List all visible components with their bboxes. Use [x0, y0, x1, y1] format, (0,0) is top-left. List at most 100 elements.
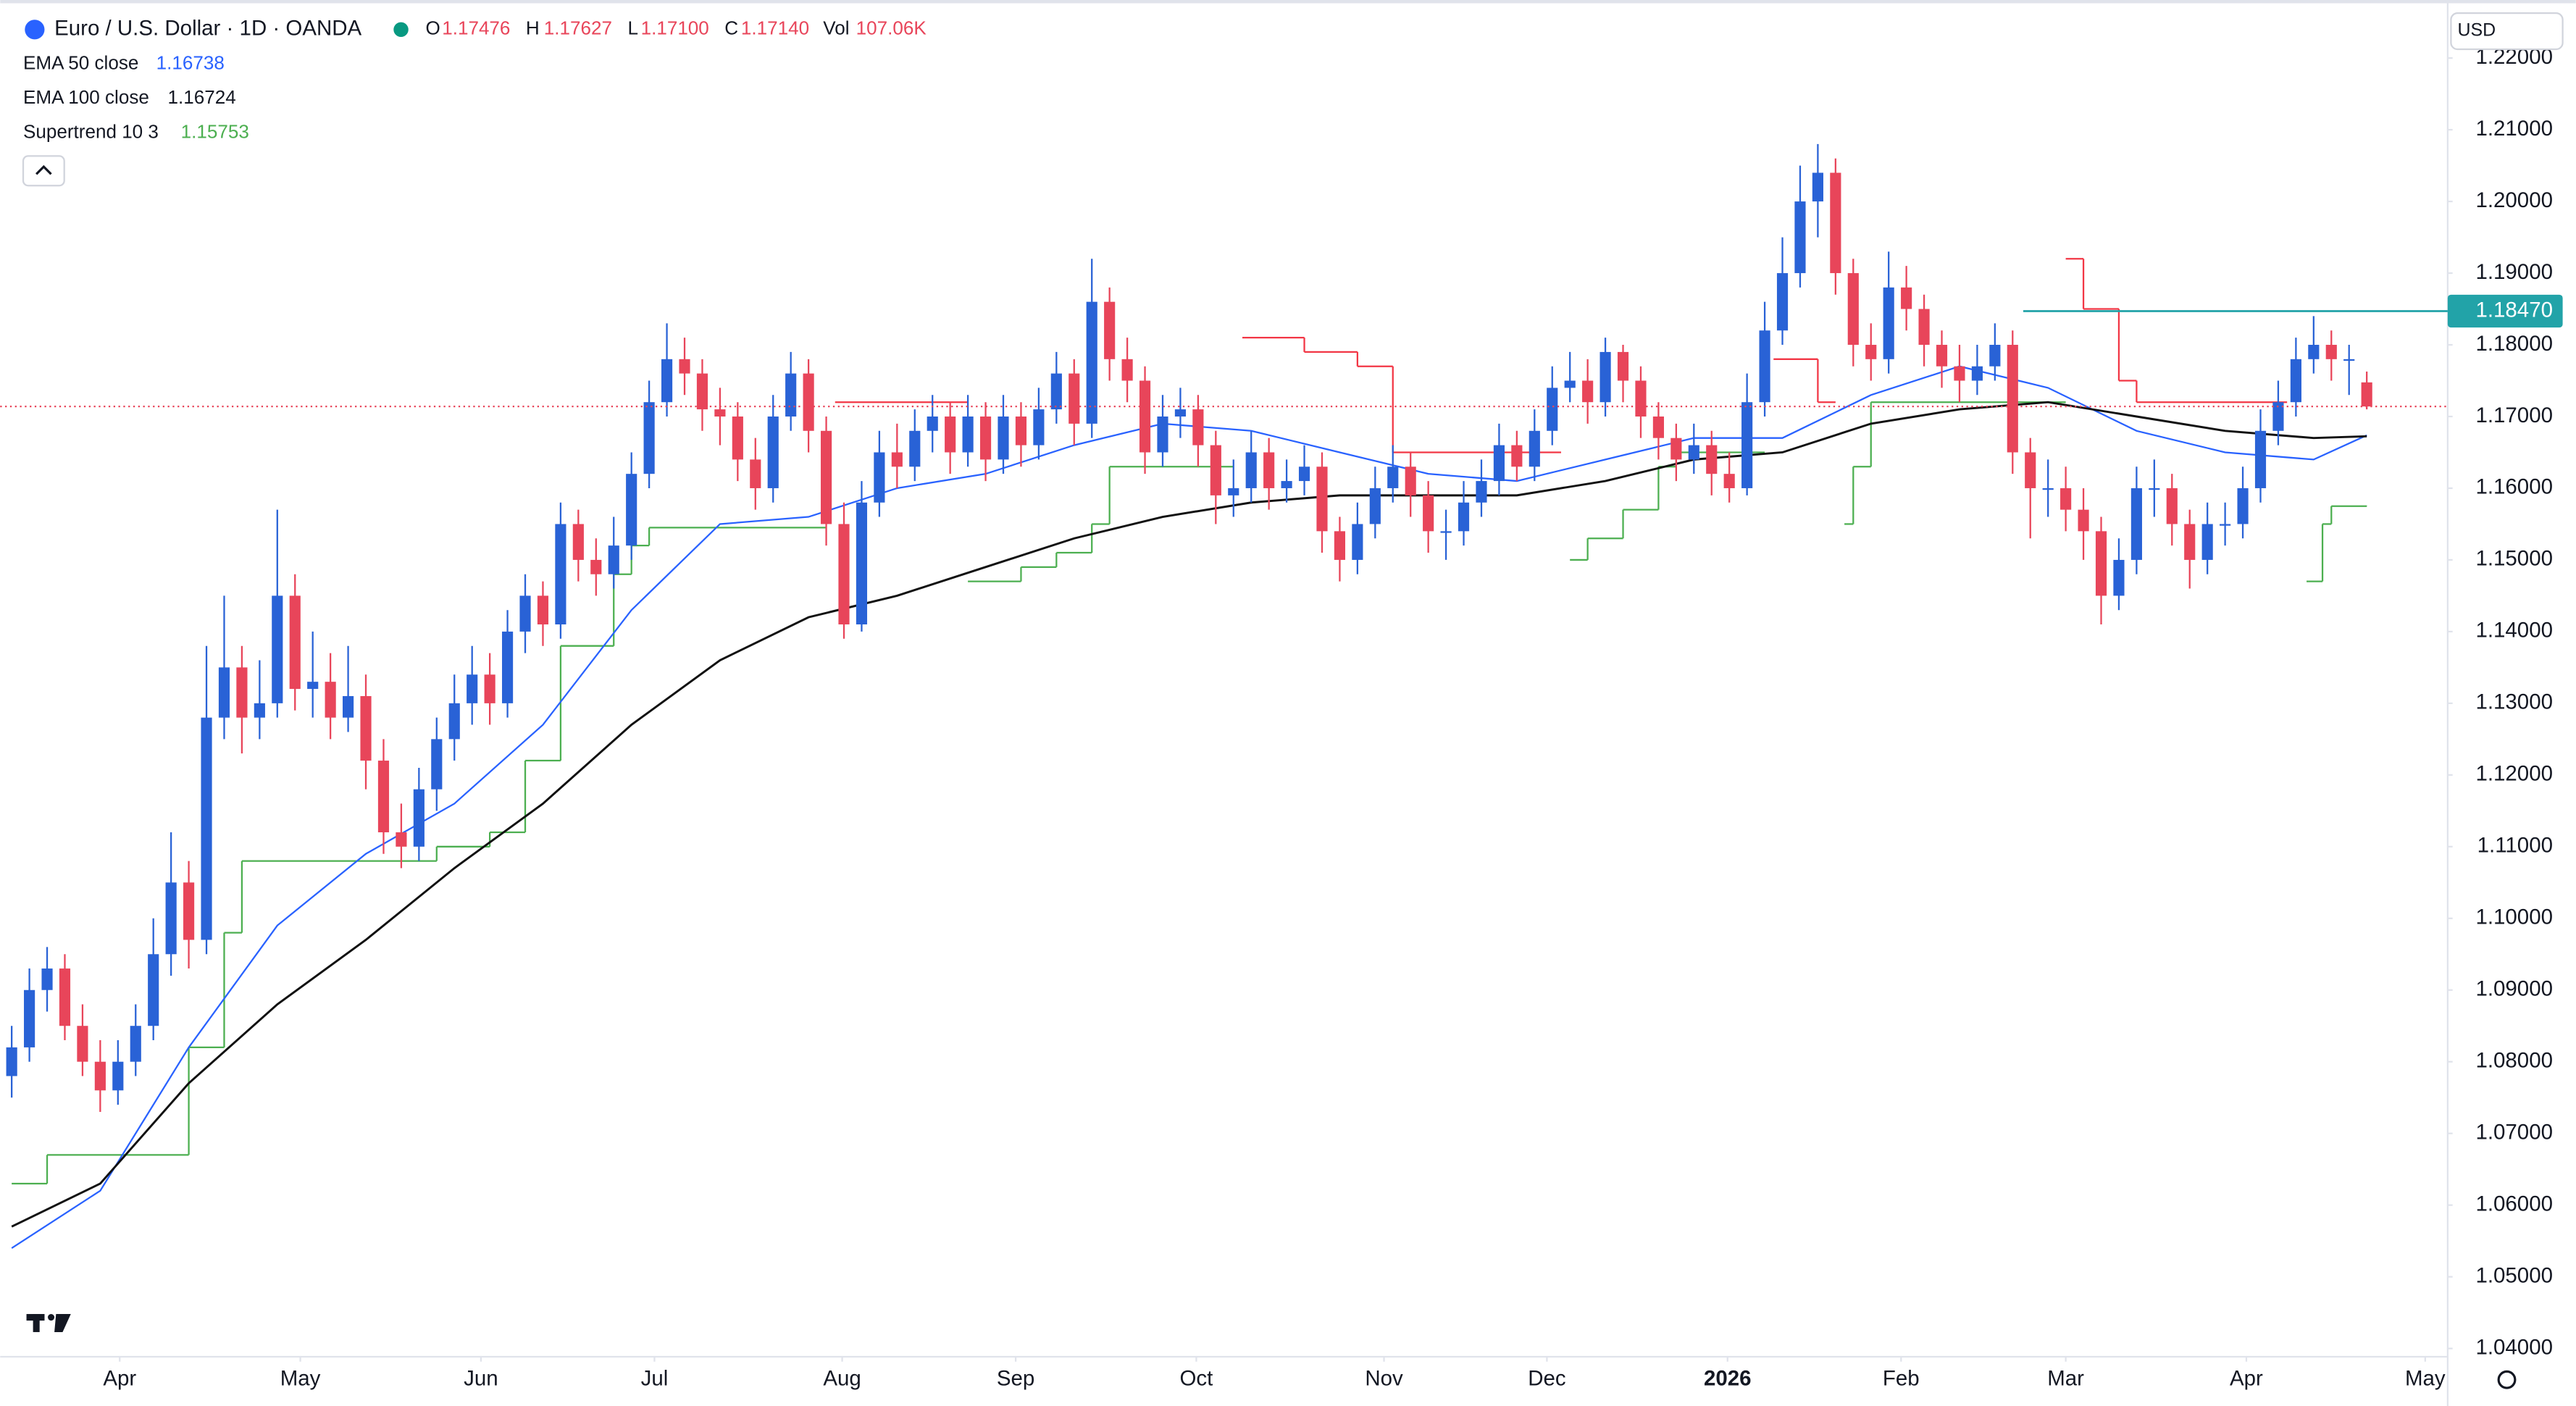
- market-status: [393, 22, 409, 38]
- candle-body: [24, 989, 35, 1047]
- candle-body: [1405, 466, 1416, 495]
- candle-body: [6, 1047, 17, 1076]
- candle-body: [1901, 287, 1912, 309]
- candle-body: [289, 595, 301, 690]
- tv-logo: [26, 1314, 71, 1332]
- y-tick-label: 1.10000: [2475, 905, 2553, 929]
- symbol-title: Euro / U.S. Dollar · 1D · OANDA: [54, 17, 361, 41]
- candle-body: [396, 832, 407, 847]
- y-tick-label: 1.11000: [2477, 834, 2553, 858]
- candle-body: [2166, 488, 2178, 524]
- candle-body: [998, 416, 1009, 460]
- ohlc-value: 1.17140: [741, 17, 809, 39]
- candle-body: [1174, 409, 1187, 417]
- candle-body: [236, 667, 248, 718]
- ohlc-label: O: [426, 17, 440, 39]
- candle-body: [1865, 345, 1877, 359]
- y-tick-label: 1.06000: [2475, 1192, 2553, 1215]
- candle-body: [1298, 466, 1310, 482]
- candle-body: [1918, 309, 1930, 346]
- ema-line: [11, 401, 2367, 1228]
- candle-body: [1670, 438, 1682, 460]
- symbol-icon: [25, 20, 45, 40]
- candle-body: [1936, 345, 1948, 367]
- x-tick-label: Apr: [2230, 1367, 2263, 1391]
- candle-body: [1334, 531, 1346, 560]
- candle-body: [1706, 445, 1718, 474]
- y-tick-label: 1.16000: [2475, 475, 2553, 499]
- candle-body: [1812, 172, 1823, 202]
- candle-body: [714, 409, 726, 417]
- candle-body: [2113, 559, 2125, 596]
- candle-body: [643, 402, 655, 474]
- level-price-label: 1.18470: [2475, 298, 2553, 322]
- y-tick-label: 1.14000: [2475, 619, 2553, 643]
- candle-body: [448, 703, 460, 740]
- settings-button[interactable]: [2497, 1370, 2517, 1389]
- candle-body: [1511, 445, 1523, 467]
- candle-body: [1547, 388, 1558, 431]
- candle-body: [1617, 351, 1629, 381]
- candle-body: [1316, 466, 1328, 532]
- candle-body: [165, 882, 177, 955]
- y-tick-label: 1.05000: [2475, 1263, 2553, 1287]
- candle-body: [2308, 345, 2320, 359]
- candle-body: [501, 631, 514, 703]
- logo-part: [54, 1314, 71, 1332]
- candle-body: [785, 373, 797, 417]
- collapse-icon: [35, 164, 52, 175]
- candle-body: [377, 761, 390, 833]
- collapse-button[interactable]: [22, 155, 65, 187]
- candle-body: [148, 954, 159, 1026]
- candle-body: [696, 373, 708, 410]
- candle-body: [1971, 366, 1983, 381]
- candle-body: [2078, 509, 2089, 532]
- y-tick-label: 1.15000: [2475, 547, 2553, 571]
- candle-body: [1652, 416, 1664, 438]
- candle-body: [130, 1026, 141, 1062]
- candle-body: [1776, 273, 1789, 331]
- candle-body: [1688, 445, 1699, 460]
- candle-body: [2042, 488, 2054, 490]
- candle-body: [2361, 382, 2372, 407]
- y-tick-label: 1.20000: [2475, 188, 2553, 212]
- plot-area: 1.04000 1.05000 1.06000 1.07000 1.08000 1.090…: [0, 45, 2563, 1391]
- y-tick-label: 1.17000: [2475, 403, 2553, 427]
- x-tick-label: Feb: [1883, 1367, 1920, 1391]
- candle-body: [1157, 416, 1168, 453]
- candle-body: [1989, 345, 2001, 367]
- candle-body: [909, 430, 921, 467]
- overlay: USD Euro / U.S. Dollar · 1D · OANDA O 1.17…: [22, 12, 2564, 1389]
- candle-body: [555, 524, 566, 625]
- ohlc-value: 107.06K: [856, 17, 927, 39]
- candle-body: [1794, 201, 1806, 274]
- candle-body: [183, 882, 195, 940]
- candle-body: [626, 474, 637, 546]
- x-tick-label: Dec: [1528, 1367, 1565, 1391]
- candle-body: [1723, 474, 1735, 488]
- candle-body: [1352, 524, 1363, 560]
- candle-body: [572, 524, 584, 560]
- candle-body: [979, 416, 992, 460]
- ohlc-label: L: [627, 17, 638, 39]
- candle-body: [1210, 445, 1221, 495]
- candle-body: [2130, 488, 2142, 560]
- y-tick-label: 1.21000: [2475, 117, 2553, 141]
- ema-line: [11, 365, 2367, 1249]
- candle-body: [94, 1061, 106, 1091]
- x-tick-label: Mar: [2047, 1367, 2084, 1391]
- candle-body: [1228, 488, 1239, 495]
- candle-body: [1121, 359, 1133, 381]
- candle-body: [59, 968, 71, 1026]
- x-tick-label: Jun: [464, 1367, 498, 1391]
- y-tick-label: 1.18000: [2475, 332, 2553, 356]
- candle-body: [1954, 366, 1965, 381]
- logo-part: [48, 1314, 55, 1321]
- x-tick-label: Nov: [1365, 1367, 1403, 1391]
- currency-button[interactable]: [2450, 12, 2564, 51]
- candle-body: [1050, 373, 1062, 410]
- candle-body: [945, 416, 956, 453]
- candle-body: [2095, 531, 2107, 596]
- candle-body: [1263, 452, 1275, 488]
